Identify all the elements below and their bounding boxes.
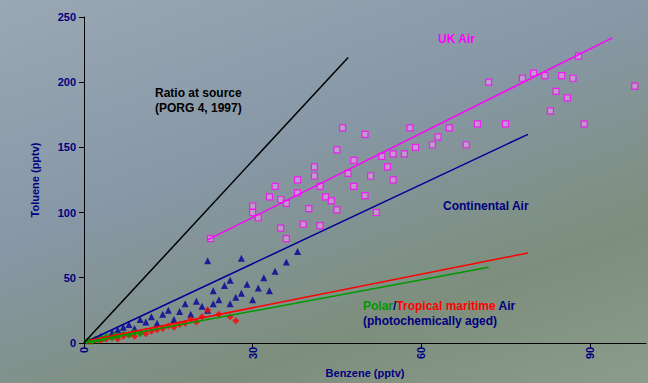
svg-text:Benzene (pptv): Benzene (pptv) (326, 367, 405, 379)
svg-text:150: 150 (58, 141, 76, 153)
svg-text:Toluene (pptv): Toluene (pptv) (29, 142, 41, 217)
svg-text:250: 250 (58, 11, 76, 23)
svg-text:Air: Air (496, 299, 516, 313)
svg-text:0: 0 (70, 337, 76, 349)
svg-text:(photochemically aged): (photochemically aged) (363, 314, 497, 328)
svg-text:Polar: Polar (363, 299, 393, 313)
svg-text:200: 200 (58, 76, 76, 88)
svg-text:50: 50 (64, 272, 76, 284)
svg-text:Ratio at source: Ratio at source (155, 86, 242, 100)
svg-text:30: 30 (247, 347, 259, 359)
svg-text:0: 0 (78, 347, 90, 353)
svg-text:100: 100 (58, 207, 76, 219)
svg-text:(PORG 4, 1997): (PORG 4, 1997) (155, 101, 242, 115)
svg-text:90: 90 (584, 347, 596, 359)
svg-text:Continental Air: Continental Air (443, 199, 529, 213)
svg-text:UK Air: UK Air (438, 32, 475, 46)
svg-text:Tropical maritime: Tropical maritime (396, 299, 496, 313)
svg-text:60: 60 (415, 347, 427, 359)
